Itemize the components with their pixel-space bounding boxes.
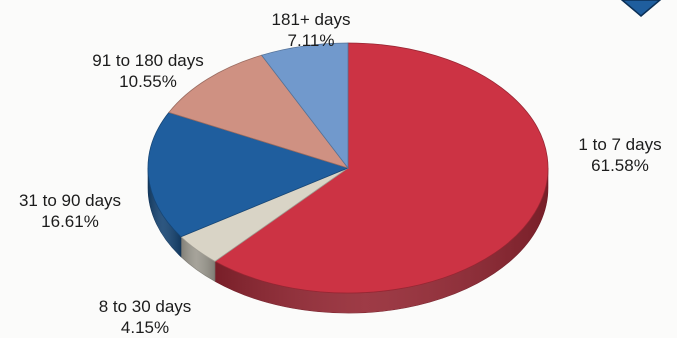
slice-category: 1 to 7 days — [578, 135, 662, 154]
slice-side-sheen-1-0 — [180, 236, 215, 282]
down-triangle-icon — [620, 0, 662, 17]
slice-category: 181+ days — [271, 10, 351, 29]
slice-label-1-to-7-days: 1 to 7 days 61.58% — [578, 134, 661, 176]
slice-side-sheen-0-0 — [214, 168, 548, 314]
slice-top-2 — [147, 111, 350, 238]
slice-percent: 61.58% — [591, 156, 649, 175]
slice-top-3 — [168, 54, 350, 169]
pie-tops — [147, 42, 549, 294]
slice-label-181-plus-days: 181+ days 7.11% — [272, 9, 351, 51]
slice-percent: 4.15% — [120, 318, 170, 337]
slice-percent: 10.55% — [119, 72, 177, 91]
slice-label-31-to-90-days: 31 to 90 days 16.61% — [19, 190, 121, 232]
slice-top-4 — [260, 42, 349, 170]
slice-side-sheen-2-0 — [148, 168, 181, 257]
slice-category: 91 to 180 days — [92, 51, 204, 70]
slice-percent: 7.11% — [287, 31, 335, 50]
slice-label-8-to-30-days: 8 to 30 days 4.15% — [99, 296, 192, 338]
slice-label-91-to-180-days: 91 to 180 days 10.55% — [92, 50, 204, 92]
slice-top-0 — [214, 42, 549, 294]
slice-category: 31 to 90 days — [18, 191, 122, 210]
slice-category: 8 to 30 days — [98, 297, 192, 316]
slice-percent: 16.61% — [41, 212, 99, 231]
